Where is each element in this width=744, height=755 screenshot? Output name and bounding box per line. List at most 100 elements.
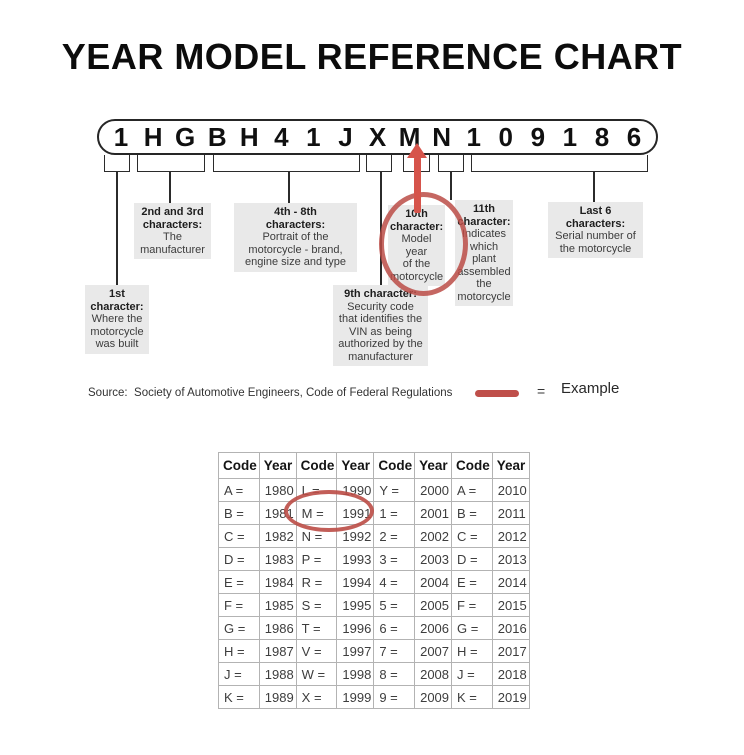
vin-character: 1 [113, 122, 129, 152]
column-header: Year [414, 452, 453, 479]
callout-last-6-characters: Last 6 characters: Serial number of the … [548, 202, 643, 258]
callout-1st-character: 1st character: Where the motorcycle was … [85, 285, 149, 354]
table-cell: F = [451, 593, 493, 617]
table-cell: 1993 [336, 547, 375, 571]
callout-body: Where the motorcycle was built [90, 313, 144, 350]
bracket-last-6-characters [471, 155, 648, 172]
vin-character: N [432, 122, 452, 152]
table-cell: X = [295, 685, 338, 709]
table-cell: 2002 [414, 524, 453, 548]
table-cell: 1980 [258, 478, 297, 502]
table-cell: 1988 [258, 662, 297, 686]
table-cell: 1983 [258, 547, 297, 571]
example-legend-line [475, 390, 519, 397]
table-cell: K = [451, 685, 493, 709]
callout-title: 4th - 8th characters: [265, 206, 326, 231]
table-cell: F = [218, 593, 260, 617]
bracket-characters-4-8 [213, 155, 360, 172]
table-body: A = 1980 L = 1990 Y = 2000 A = 2010 B = 1981 M = 19… [218, 478, 530, 709]
table-cell: B = [218, 501, 260, 525]
table-cell: J = [451, 662, 493, 686]
table-cell: 5 = [373, 593, 416, 617]
callout-body: Security code that identifies the VIN as… [338, 300, 423, 363]
column-header: Year [258, 452, 297, 479]
vin-character: 9 [530, 122, 546, 152]
vin-character: X [368, 122, 387, 152]
table-cell: 8 = [373, 662, 416, 686]
table-row: E = 1984 R = 1994 4 = 2004 E = 2014 [218, 570, 530, 594]
example-arrow [414, 157, 421, 213]
table-cell: 2005 [414, 593, 453, 617]
vin-character: 6 [626, 122, 642, 152]
table-cell: 1999 [336, 685, 375, 709]
connector-line-character-1 [116, 171, 118, 285]
table-cell: 1984 [258, 570, 297, 594]
vin-character: H [239, 122, 259, 152]
column-header: Code [451, 452, 493, 479]
example-circle-annotation [379, 192, 468, 296]
vin-character: 8 [594, 122, 610, 152]
vin-character: J [338, 122, 353, 152]
table-cell: 1997 [336, 639, 375, 663]
table-header-row: Code Year Code Year Code Year Code Year [218, 452, 530, 479]
bracket-character-11 [438, 155, 464, 172]
table-cell: 2012 [491, 524, 530, 548]
table-cell: 2019 [491, 685, 530, 709]
callout-2nd-3rd-characters: 2nd and 3rd characters: The manufacturer [134, 203, 211, 259]
callout-body: Portrait of the motorcycle - brand, engi… [245, 231, 346, 268]
vin-character: 4 [274, 122, 289, 152]
connector-line-characters-4-8 [288, 171, 290, 203]
vin-character: 1 [306, 122, 321, 152]
column-header: Code [218, 452, 260, 479]
table-row: C = 1982 N = 1992 2 = 2002 C = 2012 [218, 524, 530, 548]
bracket-character-1 [104, 155, 130, 172]
table-cell: 1996 [336, 616, 375, 640]
vin-character: 0 [498, 122, 514, 152]
column-header: Code [295, 452, 338, 479]
callout-body: The manufacturer [140, 231, 205, 256]
table-cell: 4 = [373, 570, 416, 594]
table-cell: 2004 [414, 570, 453, 594]
column-header: Year [491, 452, 530, 479]
example-circle-table-annotation [284, 490, 374, 532]
callout-9th-character: 9th character: Security code that identi… [333, 285, 428, 366]
table-cell: P = [295, 547, 338, 571]
vin-character: B [207, 122, 227, 152]
vin-character: 1 [562, 122, 578, 152]
table-cell: 2000 [414, 478, 453, 502]
table-cell: D = [218, 547, 260, 571]
column-header: Year [336, 452, 375, 479]
table-cell: H = [451, 639, 493, 663]
table-cell: 1994 [336, 570, 375, 594]
table-cell: R = [295, 570, 338, 594]
callout-body: Serial number of the motorcycle [555, 230, 636, 255]
table-row: G = 1986 T = 1996 6 = 2006 G = 2016 [218, 616, 530, 640]
connector-line-characters-2-3 [169, 171, 171, 203]
table-cell: 6 = [373, 616, 416, 640]
page-title: YEAR MODEL REFERENCE CHART [61, 36, 683, 77]
callout-body: Indicates which plant assembled the moto… [457, 228, 511, 303]
table-cell: 2010 [491, 478, 530, 502]
table-cell: G = [218, 616, 260, 640]
callout-title: 2nd and 3rd characters: [141, 206, 204, 231]
table-cell: 1998 [336, 662, 375, 686]
table-cell: B = [451, 501, 493, 525]
table-cell: 2013 [491, 547, 530, 571]
connector-line-last-6 [593, 171, 595, 202]
table-cell: 2003 [414, 547, 453, 571]
table-cell: T = [295, 616, 338, 640]
table-cell: 1 = [373, 501, 416, 525]
table-cell: K = [218, 685, 260, 709]
table-cell: 9 = [373, 685, 416, 709]
table-row: A = 1980 L = 1990 Y = 2000 A = 2010 [218, 478, 530, 502]
table-cell: S = [295, 593, 338, 617]
table-cell: 1986 [258, 616, 297, 640]
vin-character: G [175, 122, 196, 152]
table-row: Code Year Code Year Code Year Code Year [218, 452, 530, 479]
callout-title: Last 6 characters: [565, 205, 626, 230]
table-cell: 2008 [414, 662, 453, 686]
callout-title: 1st character: [90, 288, 144, 313]
table-cell: C = [451, 524, 493, 548]
bracket-character-9 [366, 155, 392, 172]
